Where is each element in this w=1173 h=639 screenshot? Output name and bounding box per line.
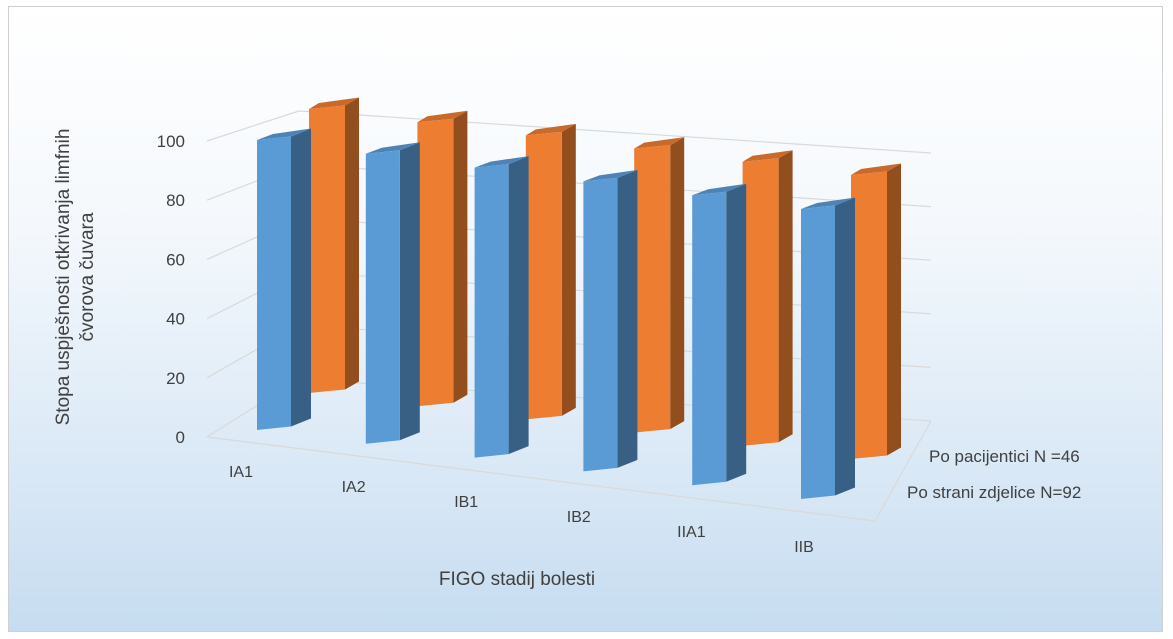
bar-top (365, 142, 420, 154)
bar-top (309, 97, 359, 109)
x-tick-label: IB1 (454, 494, 478, 511)
bar-front (257, 136, 291, 430)
gridline (298, 110, 932, 154)
bar-side (887, 163, 901, 456)
y-tick-label: 20 (166, 369, 185, 388)
y-tick-label: 100 (157, 132, 185, 151)
bar-side (508, 156, 529, 455)
floor-front-edge (206, 436, 876, 522)
bar-top (742, 150, 793, 162)
x-tick-label: IB2 (567, 509, 591, 526)
y-axis-title: Stopa uspješnosti otkrivanja limfnih čvor… (53, 129, 98, 426)
floor-right-edge (874, 420, 932, 522)
bar-front (474, 164, 509, 458)
bar-side (617, 169, 638, 468)
bar-front (851, 171, 887, 459)
gridline-side (206, 110, 300, 142)
bars (257, 97, 901, 499)
bar-po-pacijentici-n-46-ia1 (257, 128, 311, 430)
bar-side (835, 197, 855, 496)
bar-top (257, 128, 311, 140)
bar-po-strani-zdjelice-n-92-ia1 (309, 97, 359, 393)
bar-po-pacijentici-n-46-iib (801, 197, 855, 499)
y-tick-label: 80 (166, 191, 185, 210)
bar-front (583, 177, 618, 472)
bar-top (851, 163, 901, 175)
bar-po-strani-zdjelice-n-92-iib (851, 163, 901, 459)
bar-top (583, 169, 638, 182)
bar-top (801, 197, 855, 209)
x-tick-label: IA1 (229, 464, 253, 481)
bar-side (670, 137, 685, 430)
bar-top (417, 110, 468, 123)
bar-front (309, 105, 345, 393)
bar-front (634, 145, 671, 433)
bar-side (726, 183, 747, 482)
bar-front (801, 205, 835, 499)
bar-front (365, 150, 400, 444)
bar-side (778, 150, 793, 443)
y-tick-label: 0 (176, 428, 185, 447)
bar-top (634, 137, 685, 149)
bar-front (692, 191, 727, 486)
bar-po-strani-zdjelice-n-92-ia2 (417, 110, 468, 407)
bar-po-pacijentici-n-46-ia2 (365, 142, 420, 444)
x-tick-label: IIB (794, 539, 814, 556)
series-label-po-strani-zdjelice-n-92: Po strani zdjelice N=92 (907, 483, 1081, 502)
bar-po-pacijentici-n-46-ib2 (583, 169, 638, 472)
x-axis-title: FIGO stadij bolesti (439, 569, 595, 590)
bar-top (692, 183, 747, 196)
x-tick-label: IIA1 (677, 524, 706, 541)
x-tick-label: IA2 (342, 479, 366, 496)
bar-po-pacijentici-n-46-ib1 (474, 156, 529, 458)
y-axis-title-line-2: čvorova čuvara (77, 212, 98, 341)
bar-side (291, 128, 311, 427)
labels: 0 20 40 60 80 100 IA1 IA2 IB1 IB2 IIA1 IIB Po pacije… (53, 129, 1081, 590)
bar-front (525, 131, 562, 420)
bar-side (561, 123, 576, 416)
bar-po-pacijentici-n-46-iia1 (692, 183, 747, 486)
bar-top (474, 156, 529, 168)
chart-svg: 0 20 40 60 80 100 IA1 IA2 IB1 IB2 IIA1 IIB Po pacije… (53, 97, 1081, 590)
y-axis-title-line-1: Stopa uspješnosti otkrivanja limfnih (53, 129, 74, 426)
series-label-po-pacijentici-n-46: Po pacijentici N =46 (929, 447, 1080, 466)
y-tick-label: 40 (166, 310, 185, 329)
bar-side (345, 97, 359, 390)
chart-area: 0 20 40 60 80 100 IA1 IA2 IB1 IB2 IIA1 IIB Po pacije… (8, 6, 1163, 632)
bar-po-strani-zdjelice-n-92-iia1 (742, 150, 793, 446)
bar-po-strani-zdjelice-n-92-ib2 (634, 137, 685, 433)
bar-side (453, 110, 468, 403)
bar-front (417, 118, 454, 407)
y-tick-label: 60 (166, 250, 185, 269)
bar-po-strani-zdjelice-n-92-ib1 (525, 123, 576, 420)
bar-side (399, 142, 420, 441)
bar-top (525, 123, 576, 136)
bar-front (742, 158, 779, 446)
